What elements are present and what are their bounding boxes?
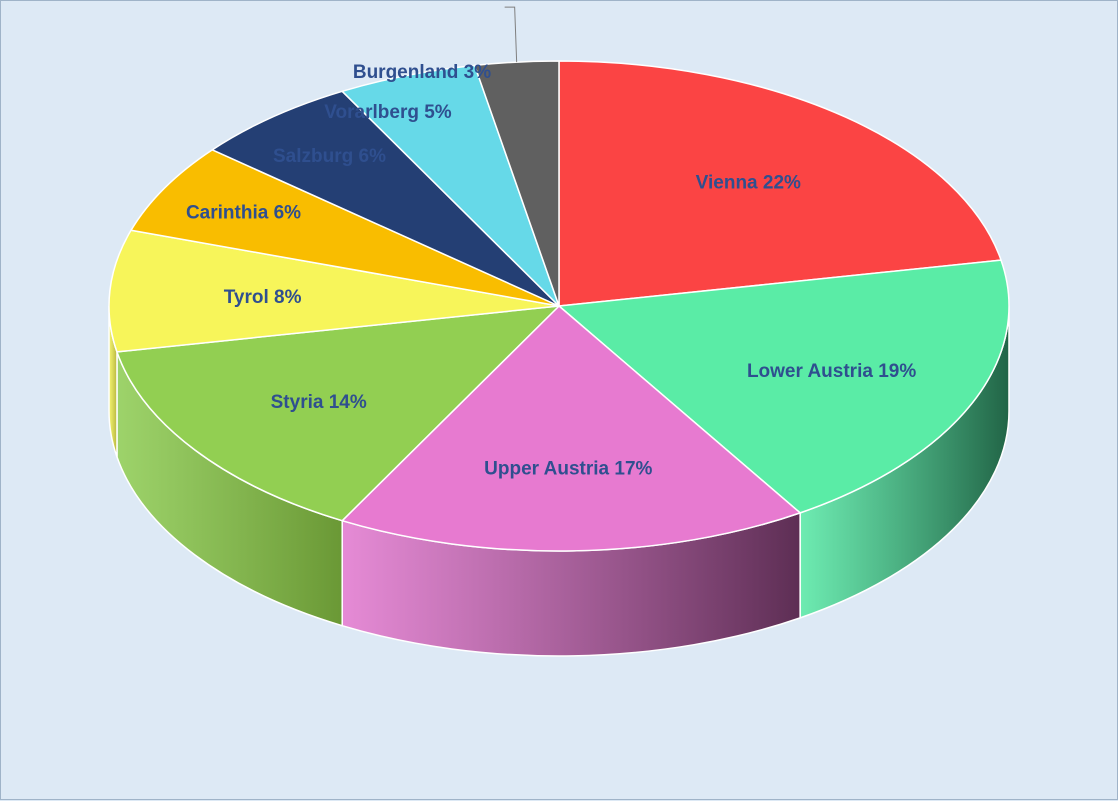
data-label-tyrol: Tyrol 8% <box>224 287 302 308</box>
pie-slice-tyrol <box>108 229 560 353</box>
pie-sides <box>108 305 1010 657</box>
pie-top <box>108 60 1010 552</box>
pie-slice-burgenland <box>473 60 560 307</box>
pie-labels: Vienna 22% Lower Austria 19% Upper Austria… <box>186 6 916 480</box>
pie-slice-carinthia <box>130 149 560 307</box>
pie-slice-vienna <box>558 60 1002 307</box>
pie-slice-lower-austria <box>558 259 1010 514</box>
data-label-vorarlberg: Vorarlberg 5% <box>324 102 452 123</box>
data-label-styria: Styria 14% <box>271 392 367 413</box>
data-label-lower-austria: Lower Austria 19% <box>747 361 916 382</box>
pie-slice-styria <box>116 305 560 522</box>
leader-line-burgenland <box>504 6 518 63</box>
data-label-vienna: Vienna 22% <box>696 172 801 193</box>
data-label-burgenland: Burgenland 3% <box>353 62 491 83</box>
data-label-carinthia: Carinthia 6% <box>186 203 301 224</box>
pie-slice-upper-austria <box>341 305 801 552</box>
data-label-upper-austria: Upper Austria 17% <box>484 459 652 480</box>
data-label-salzburg: Salzburg 6% <box>273 146 386 167</box>
pie-slice-salzburg <box>211 90 560 307</box>
